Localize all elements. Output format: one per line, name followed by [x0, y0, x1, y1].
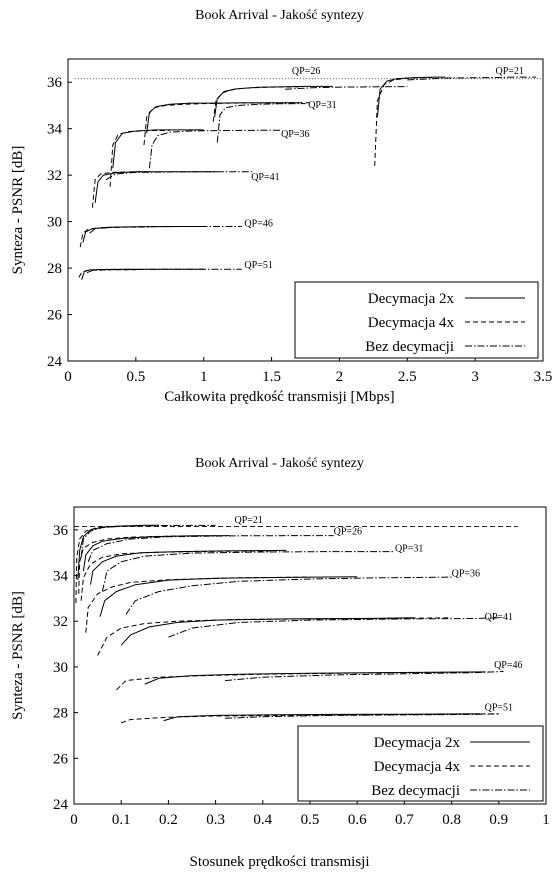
chart-1-qp-annotation: QP=36	[281, 129, 309, 140]
chart-1-x-axis-label: Całkowita prędkość transmisji [Mbps]	[164, 389, 395, 405]
chart-2-series-qp21-bez-decymacji	[80, 524, 216, 558]
chart-2-y-axis-label: Synteza - PSNR [dB]	[10, 591, 26, 720]
chart-1-y-tick-label: 34	[47, 122, 63, 138]
chart-1-y-tick-label: 26	[47, 308, 63, 324]
chart-1-series-qp36-bez-decymacji	[148, 129, 282, 169]
chart-1-x-tick-label: 0.5	[126, 369, 145, 385]
chart-1-series-qp21-bez-decymacji	[407, 76, 537, 81]
chart-1-series-qp36-decymacja-4x	[109, 129, 170, 187]
chart-2-y-tick-label: 28	[53, 706, 68, 722]
chart-2-qp-annotation: QP=46	[494, 660, 522, 671]
chart-1-x-tick-label: 1	[200, 369, 208, 385]
chart-2-x-tick-label: 0.6	[348, 812, 367, 828]
chart-1-series-qp31-bez-decymacji	[216, 103, 306, 143]
chart-2-x-tick-label: 0.2	[159, 812, 178, 828]
chart-2-series-qp51-decymacja-4x	[121, 713, 499, 724]
chart-2-series-qp41-bez-decymacji	[168, 617, 499, 638]
chart-2-x-tick-label: 0.9	[489, 812, 508, 828]
chart-2-legend-label: Decymacja 2x	[374, 735, 461, 751]
chart-1-y-tick-label: 30	[47, 215, 62, 231]
chart-1-series-qp41-decymacja-4x	[91, 171, 150, 208]
chart-2-qp-annotation: QP=31	[395, 544, 423, 555]
chart-1-y-tick-label: 32	[47, 168, 62, 184]
chart-1-y-tick-label: 28	[47, 261, 62, 277]
chart-1-series-qp21-decymacja-4x	[374, 77, 432, 166]
chart-2-series-qp31-decymacja-4x	[80, 550, 273, 601]
chart-2-series-qp46-bez-decymacji	[224, 671, 504, 682]
chart-2-series-qp36-bez-decymacji	[125, 576, 452, 615]
chart-1-series-qp21-decymacja-2x	[376, 76, 446, 118]
chart-2-series-qp31-decymacja-2x	[90, 549, 287, 585]
chart-1-plot-frame	[67, 58, 544, 362]
chart-1-x-tick-label: 2	[336, 369, 344, 385]
chart-2-x-tick-label: 0.7	[395, 812, 414, 828]
chart-2-x-tick-label: 1	[542, 812, 550, 828]
chart-2-x-tick-label: 0.4	[253, 812, 272, 828]
chart-1-series-qp26-decymacja-4x	[212, 86, 299, 122]
chart-2-y-tick-label: 26	[53, 751, 69, 767]
chart-1-qp-annotation: QP=51	[244, 260, 272, 271]
chart-2-series-qp36-decymacja-2x	[99, 576, 358, 617]
chart-2-series-qp26-decymacja-2x	[82, 535, 230, 572]
chart-1-legend-label: Decymacja 4x	[368, 315, 455, 331]
chart-2-series-qp41-decymacja-4x	[97, 617, 452, 656]
chart-2-y-tick-label: 36	[53, 523, 69, 539]
chart-1-y-axis-label: Synteza - PSNR [dB]	[10, 146, 26, 275]
chart-1-x-tick-label: 1.5	[262, 369, 281, 385]
chart-1-series-qp41-bez-decymacji	[105, 171, 253, 181]
chart-2-y-tick-label: 30	[53, 660, 68, 676]
chart-2-series-qp31-bez-decymacji	[101, 551, 395, 592]
chart-1-qp-annotation: QP=26	[292, 66, 320, 77]
chart-2-x-tick-label: 0.3	[206, 812, 225, 828]
chart-1-x-tick-label: 0	[64, 369, 72, 385]
chart-1-legend-label: Decymacja 2x	[368, 291, 455, 307]
chart-1-series-qp51-bez-decymacji	[86, 268, 242, 274]
chart-2-series-qp26-bez-decymacji	[87, 535, 334, 562]
chart-2-qp-annotation: QP=21	[234, 515, 262, 526]
chart-1-x-tick-label: 2.5	[398, 369, 417, 385]
chart-2-y-tick-label: 24	[53, 797, 69, 813]
chart-1-legend-label: Bez decymacji	[365, 339, 454, 355]
chart-1-series-qp26-bez-decymacji	[285, 86, 408, 90]
chart-1-y-tick-label: 36	[47, 75, 63, 91]
chart-2-x-axis-label: Stosunek prędkości transmisji	[189, 854, 370, 870]
chart-2-series-qp51-bez-decymacji	[224, 713, 499, 719]
chart-2-series-qp46-decymacja-4x	[116, 671, 490, 691]
chart-2-qp-annotation: QP=36	[452, 569, 480, 580]
chart-1-qp-annotation: QP=31	[308, 100, 336, 111]
chart-1-qp-annotation: QP=41	[251, 172, 279, 183]
chart-1-y-tick-label: 24	[47, 354, 63, 370]
chart-2-legend	[297, 725, 544, 802]
chart-2-series-qp36-decymacja-4x	[85, 576, 311, 633]
chart-1-title: Book Arrival - Jakość syntezy	[195, 8, 364, 23]
chart-2-x-tick-label: 0	[70, 812, 78, 828]
chart-2-legend-label: Decymacja 4x	[374, 759, 461, 775]
chart-2-y-tick-label: 32	[53, 614, 68, 630]
chart-2-x-tick-label: 0.8	[442, 812, 461, 828]
chart-1-qp-annotation: QP=21	[496, 66, 524, 77]
chart-2-y-tick-label: 34	[53, 569, 69, 585]
chart-1-x-tick-label: 3	[471, 369, 479, 385]
chart-1-x-tick-label: 3.5	[534, 369, 553, 385]
chart-2-legend-label: Bez decymacji	[371, 783, 460, 799]
chart-1-qp-annotation: QP=46	[244, 218, 272, 229]
chart-2-series-qp21-decymacja-4x	[75, 525, 141, 604]
chart-1-legend	[294, 281, 539, 359]
chart-2-qp-annotation: QP=51	[485, 702, 513, 713]
chart-2-x-tick-label: 0.5	[301, 812, 320, 828]
chart-2-title: Book Arrival - Jakość syntezy	[195, 456, 364, 471]
chart-2-x-tick-label: 0.1	[112, 812, 131, 828]
chart-1-series-qp36-decymacja-2x	[112, 129, 204, 169]
chart-2-qp-annotation: QP=41	[485, 612, 513, 623]
chart-2-series-qp26-decymacja-4x	[78, 535, 216, 594]
chart-2-series-qp41-decymacja-2x	[120, 617, 414, 646]
chart-1-series-qp46-bez-decymacji	[89, 226, 242, 234]
chart-1-series-qp31-decymacja-4x	[143, 102, 310, 146]
chart-2-qp-annotation: QP=26	[334, 526, 362, 537]
